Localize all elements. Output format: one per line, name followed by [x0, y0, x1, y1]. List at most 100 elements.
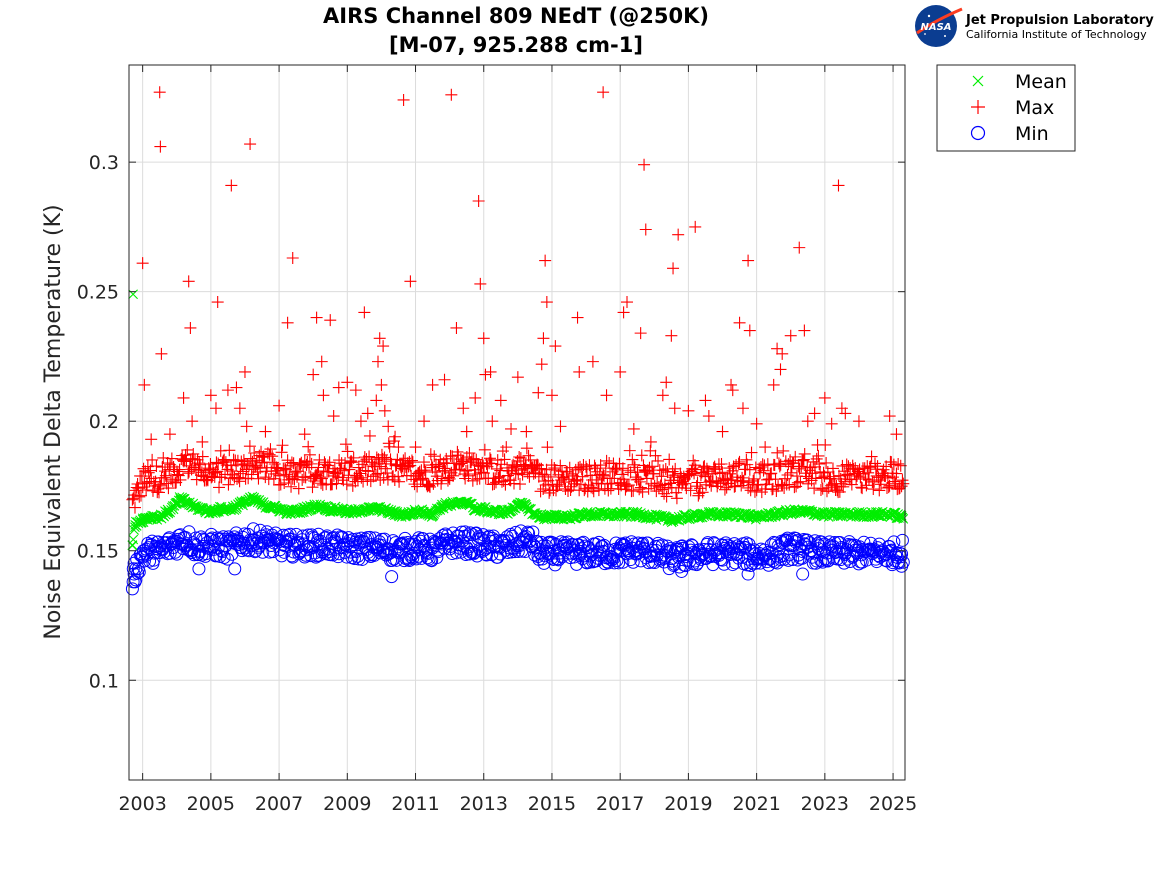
max-marker — [296, 473, 309, 486]
max-marker — [472, 195, 485, 208]
max-marker — [495, 475, 508, 488]
max-marker — [145, 433, 158, 446]
max-marker — [514, 452, 527, 465]
max-marker — [438, 462, 451, 475]
min-marker — [466, 528, 480, 542]
min-marker — [762, 558, 776, 572]
max-marker — [233, 475, 246, 488]
max-marker — [742, 254, 755, 267]
max-marker — [211, 296, 224, 309]
max-marker — [572, 461, 585, 474]
max-marker — [852, 415, 865, 428]
max-marker — [715, 457, 728, 470]
max-marker — [551, 480, 564, 493]
min-marker — [488, 533, 502, 547]
max-marker — [814, 484, 827, 497]
max-marker — [772, 457, 785, 470]
max-marker — [392, 470, 405, 483]
mean-marker — [248, 494, 259, 504]
max-marker — [549, 340, 562, 353]
mean-marker — [666, 514, 677, 525]
max-marker — [352, 461, 365, 474]
max-marker — [868, 457, 881, 470]
max-marker — [689, 220, 702, 233]
max-marker — [797, 453, 810, 466]
max-marker — [222, 478, 235, 491]
min-marker — [701, 536, 715, 550]
min-marker — [151, 535, 165, 549]
mean-marker — [240, 496, 250, 507]
max-marker — [193, 457, 206, 470]
max-marker — [728, 480, 741, 493]
max-marker — [455, 457, 468, 470]
mean-marker — [871, 509, 881, 520]
max-marker — [447, 469, 460, 482]
max-marker — [875, 478, 887, 491]
max-marker — [616, 468, 629, 481]
max-marker — [827, 470, 840, 483]
max-marker — [767, 378, 780, 391]
max-marker — [831, 484, 844, 497]
max-marker — [267, 472, 280, 485]
max-marker — [302, 440, 315, 453]
max-marker — [616, 462, 629, 475]
min-marker — [481, 531, 495, 545]
mean-marker — [163, 506, 174, 517]
x-tick-label: 2005 — [187, 793, 235, 815]
max-marker — [676, 475, 689, 488]
min-marker — [790, 534, 804, 548]
mean-marker — [538, 512, 549, 522]
mean-marker — [342, 506, 353, 517]
max-marker — [298, 428, 311, 441]
max-marker — [776, 347, 789, 360]
max-marker — [372, 355, 385, 368]
nasa-logo-text: NASA — [920, 22, 951, 33]
max-marker — [885, 456, 898, 469]
min-marker — [521, 525, 535, 539]
max-marker — [341, 445, 354, 458]
mean-marker — [316, 501, 327, 512]
max-marker — [211, 465, 224, 478]
min-marker — [572, 548, 586, 562]
max-marker — [882, 481, 895, 494]
mean-marker — [581, 509, 591, 520]
max-marker — [860, 479, 873, 492]
mean-marker — [564, 512, 574, 522]
max-marker — [273, 399, 286, 412]
min-marker — [365, 538, 379, 552]
min-marker — [463, 526, 477, 540]
max-marker — [477, 332, 490, 345]
legend-label-mean: Mean — [1015, 71, 1067, 93]
min-marker — [246, 522, 260, 536]
max-marker — [600, 389, 613, 402]
mean-marker — [180, 496, 191, 507]
max-marker — [240, 420, 253, 433]
mean-marker — [819, 509, 830, 520]
max-marker — [307, 368, 320, 381]
max-marker — [230, 381, 243, 394]
max-marker — [152, 486, 165, 499]
max-marker — [505, 422, 518, 435]
max-marker — [627, 422, 640, 435]
max-marker — [736, 402, 749, 415]
mean-marker — [683, 512, 694, 522]
max-marker — [139, 465, 152, 478]
max-marker — [382, 420, 395, 433]
mean-marker — [453, 499, 464, 509]
mean-marker — [367, 504, 378, 515]
max-marker — [192, 464, 205, 477]
min-marker — [607, 556, 621, 570]
max-marker — [327, 410, 340, 423]
x-tick-label: 2007 — [255, 793, 303, 815]
max-marker — [669, 462, 682, 475]
mean-marker — [205, 506, 216, 517]
max-marker — [798, 324, 811, 337]
max-marker — [793, 462, 806, 475]
mean-marker — [393, 509, 404, 520]
max-marker — [238, 365, 251, 378]
max-marker — [787, 457, 800, 470]
max-marker — [373, 332, 386, 345]
mean-marker — [410, 506, 421, 517]
x-tick-label: 2019 — [664, 793, 712, 815]
max-marker — [532, 386, 545, 399]
